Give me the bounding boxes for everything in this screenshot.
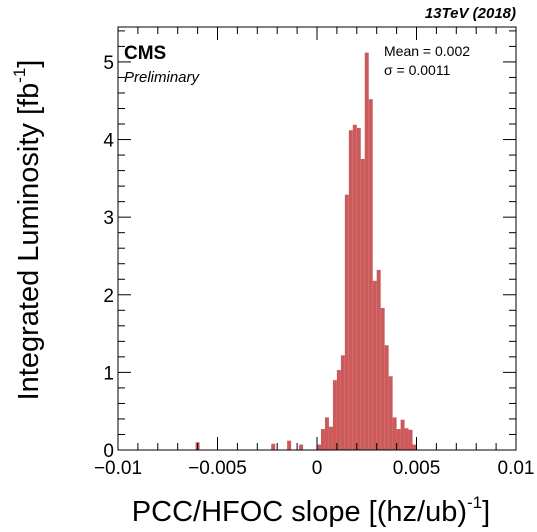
histogram-bar [400,419,405,450]
x-tick-label: −0.01 [94,458,142,479]
y-tick-label: 2 [103,286,114,307]
histogram-bar [392,417,397,450]
x-axis-title-close: ] [482,496,490,528]
histogram-bar [404,428,409,450]
histogram-bar [412,444,417,450]
histogram-bar [336,370,341,450]
stats-mean: Mean = 0.002 [384,43,470,59]
x-axis-ticks: −0.01 −0.005 0 0.005 0.01 [94,27,535,479]
y-tick-label: 5 [103,53,114,74]
x-axis-title-main: PCC/HFOC slope [(hz/ub) [132,496,467,528]
histogram-bar [324,417,329,450]
y-tick-label: 3 [103,208,114,229]
histogram-bar [380,307,385,450]
histogram-bar [332,380,337,450]
histogram-bar [348,130,353,450]
histogram-bar [328,426,333,450]
x-axis-title-exponent: -1 [467,493,482,512]
histogram-bar [340,355,345,450]
histogram-bar [388,376,393,450]
histogram-bar [287,440,292,450]
histogram-bar [384,345,389,450]
plot-frame [117,26,517,451]
histogram-bar [352,124,357,450]
stats-sigma: σ = 0.0011 [384,62,451,78]
energy-label: 13TeV (2018) [425,5,516,22]
histogram-bar [372,280,377,450]
histogram-bar [320,429,325,450]
plot-border [117,26,517,451]
x-tick-label: 0.005 [393,458,441,479]
histogram-bar [356,127,361,451]
y-axis-title-close: ] [13,60,45,68]
histogram-bar [376,269,381,450]
y-axis-title-exponent: -1 [10,68,29,83]
histogram-bar [368,99,373,451]
experiment-label: CMS [124,43,166,64]
histogram-bar [344,194,349,450]
y-axis-title: Integrated Luminosity [fb-1] [10,60,45,401]
histogram-bar [408,429,413,450]
histogram-bar [360,158,365,451]
x-tick-label: −0.005 [188,458,247,479]
y-axis-title-main: Integrated Luminosity [fb [13,83,45,401]
status-label: Preliminary [124,69,201,86]
x-tick-label: 0.01 [498,458,535,479]
histogram-bar [396,429,401,450]
histogram-bar [317,444,321,450]
x-axis-title: PCC/HFOC slope [(hz/ub)-1] [132,493,490,528]
x-tick-label: 0 [312,458,323,479]
histogram-bar [364,52,369,450]
y-tick-label: 0 [103,441,114,462]
histogram-bar [299,444,304,450]
y-tick-label: 1 [103,363,114,384]
histogram-bar [271,443,276,450]
histogram-bars [195,52,417,451]
y-tick-label: 4 [103,131,114,152]
y-axis-ticks: 0 1 2 3 4 5 [103,30,516,462]
